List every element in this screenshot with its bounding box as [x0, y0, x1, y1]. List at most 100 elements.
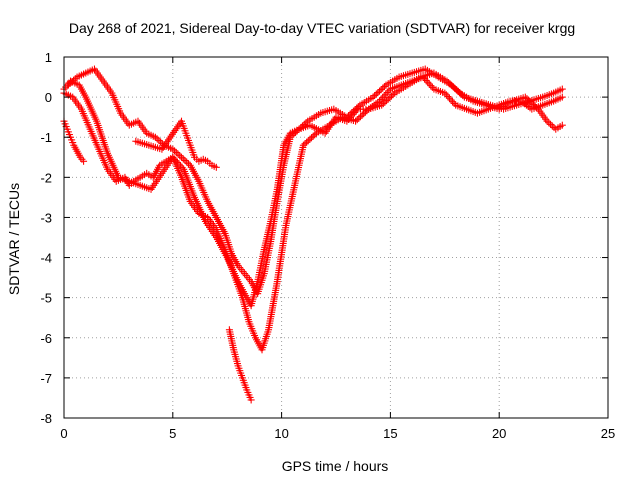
x-axis-label: GPS time / hours [282, 458, 389, 474]
x-tick-label: 15 [383, 426, 397, 441]
x-tick-label: 25 [601, 426, 615, 441]
data-point-marker [290, 130, 298, 138]
data-point-marker [455, 89, 463, 97]
data-point-marker [548, 122, 556, 130]
data-point-marker [301, 140, 309, 148]
data-point-marker [422, 76, 430, 84]
data-point-marker [348, 109, 356, 117]
data-point-marker [363, 107, 371, 115]
data-point-marker [381, 98, 389, 106]
data-point-marker [377, 95, 385, 103]
data-point-marker [345, 112, 353, 120]
data-series [60, 65, 566, 404]
data-point-marker [361, 108, 369, 116]
data-point-marker [531, 102, 539, 110]
data-point-marker [353, 104, 361, 112]
data-point-marker [450, 99, 458, 107]
data-point-marker [308, 134, 316, 142]
data-point-marker [172, 148, 180, 156]
y-tick-label: -8 [40, 411, 52, 426]
y-tick-label: -4 [40, 251, 52, 266]
axis-ticks [63, 56, 609, 419]
data-point-marker [354, 103, 362, 111]
data-point-marker [427, 82, 435, 90]
data-point-marker [346, 110, 354, 118]
data-point-marker [442, 91, 450, 99]
data-point-marker [533, 104, 541, 112]
data-point-marker [383, 97, 391, 105]
data-point-marker [384, 95, 392, 103]
data-point-marker [358, 111, 366, 119]
data-point-marker [286, 133, 294, 141]
y-tick-label: -6 [40, 331, 52, 346]
data-point-marker [288, 132, 296, 140]
data-point-marker [372, 90, 380, 98]
data-point-marker [558, 93, 566, 101]
data-point-marker [447, 81, 455, 89]
data-point-marker [68, 78, 76, 86]
data-point-marker [302, 119, 310, 127]
data-point-marker [311, 131, 319, 139]
data-point-marker [155, 136, 163, 144]
data-point-marker [174, 150, 182, 158]
data-point-marker [379, 100, 387, 108]
data-point-marker [293, 127, 301, 135]
data-point-marker [71, 75, 79, 83]
data-point-marker [380, 92, 388, 100]
x-tick-label: 10 [274, 426, 288, 441]
data-point-marker [181, 156, 189, 164]
data-point-marker [300, 120, 308, 128]
data-point-marker [351, 106, 359, 114]
series-track-6 [132, 117, 220, 171]
data-point-marker [349, 107, 357, 115]
data-point-marker [360, 110, 368, 118]
y-axis-label: SDTVAR / TECUs [6, 183, 22, 295]
x-tick-label: 5 [169, 426, 176, 441]
data-point-marker [70, 76, 78, 84]
data-point-marker [425, 80, 433, 88]
data-point-marker [558, 121, 566, 129]
data-point-marker [389, 91, 397, 99]
data-point-marker [543, 117, 551, 125]
data-point-marker [153, 135, 161, 143]
data-point-marker [303, 138, 311, 146]
data-point-marker [545, 119, 553, 127]
data-point-marker [457, 90, 465, 98]
data-point-marker [378, 101, 386, 109]
data-point-marker [452, 86, 460, 94]
data-point-marker [80, 157, 88, 165]
data-point-marker [176, 152, 184, 160]
y-tick-label: -5 [40, 291, 52, 306]
data-point-marker [151, 133, 159, 141]
data-point-marker [306, 135, 314, 143]
data-point-marker [179, 155, 187, 163]
data-point-marker [454, 87, 462, 95]
data-point-marker [183, 158, 191, 166]
data-point-marker [247, 396, 255, 404]
data-point-marker [343, 113, 351, 121]
data-point-marker [449, 98, 457, 106]
data-point-marker [371, 92, 379, 100]
data-point-marker [451, 84, 459, 92]
data-point-marker [355, 114, 363, 122]
plot-frame [63, 56, 609, 419]
data-point-marker [171, 147, 179, 155]
y-tick-label: -2 [40, 170, 52, 185]
data-point-marker [383, 89, 391, 97]
data-point-marker [382, 90, 390, 98]
y-tick-label: -7 [40, 371, 52, 386]
data-point-marker [377, 86, 385, 94]
data-point-marker [379, 84, 387, 92]
data-point-marker [369, 93, 377, 101]
data-point-marker [386, 94, 394, 102]
data-point-marker [428, 83, 436, 91]
x-tick-label: 20 [492, 426, 506, 441]
data-point-marker [298, 122, 306, 130]
data-point-marker [309, 132, 317, 140]
data-point-marker [444, 93, 452, 101]
data-point-marker [352, 117, 360, 125]
data-point-marker [356, 113, 364, 121]
chart-title: Day 268 of 2021, Sidereal Day-to-day VTE… [69, 20, 575, 36]
y-tick-label: -1 [40, 130, 52, 145]
